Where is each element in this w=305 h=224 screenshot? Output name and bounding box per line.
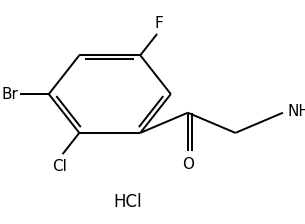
Text: F: F xyxy=(154,16,163,31)
Text: Br: Br xyxy=(2,87,18,101)
Text: NH₂: NH₂ xyxy=(288,104,305,119)
Text: O: O xyxy=(182,157,194,172)
Text: Cl: Cl xyxy=(52,159,67,174)
Text: HCl: HCl xyxy=(114,193,142,211)
